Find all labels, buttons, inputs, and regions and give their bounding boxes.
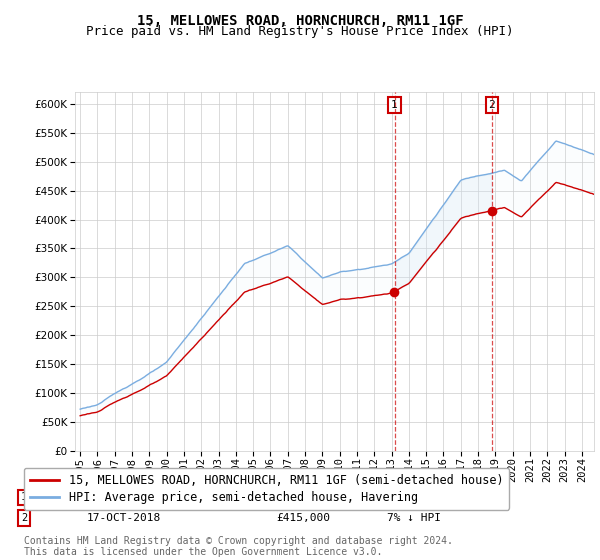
Text: 7% ↓ HPI: 7% ↓ HPI [387,513,441,523]
Text: 1: 1 [391,100,398,110]
Text: 2: 2 [21,513,27,523]
Text: Contains HM Land Registry data © Crown copyright and database right 2024.
This d: Contains HM Land Registry data © Crown c… [24,535,453,557]
Text: Price paid vs. HM Land Registry's House Price Index (HPI): Price paid vs. HM Land Registry's House … [86,25,514,38]
Text: £415,000: £415,000 [276,513,330,523]
Legend: 15, MELLOWES ROAD, HORNCHURCH, RM11 1GF (semi-detached house), HPI: Average pric: 15, MELLOWES ROAD, HORNCHURCH, RM11 1GF … [24,468,509,510]
Text: 2: 2 [488,100,495,110]
Text: 17-OCT-2018: 17-OCT-2018 [87,513,161,523]
Text: 15, MELLOWES ROAD, HORNCHURCH, RM11 1GF: 15, MELLOWES ROAD, HORNCHURCH, RM11 1GF [137,14,463,28]
Text: 5% ↑ HPI: 5% ↑ HPI [387,492,441,502]
Text: 1: 1 [21,492,27,502]
Text: 28-FEB-2013: 28-FEB-2013 [87,492,161,502]
Text: £275,000: £275,000 [276,492,330,502]
